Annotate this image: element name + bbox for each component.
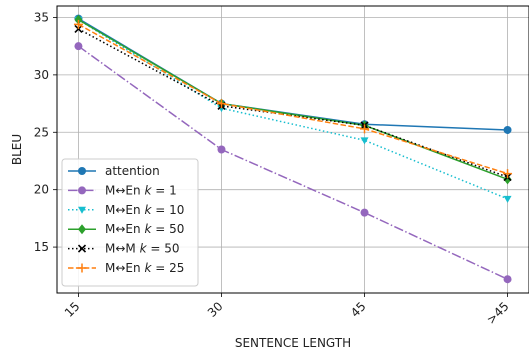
y-axis-label: BLEU — [10, 134, 24, 165]
legend-label-part: k — [144, 222, 152, 236]
legend-label-part: k — [144, 183, 152, 197]
plot-frame — [56, 5, 529, 294]
legend-label-part: ↔ — [115, 203, 125, 217]
legend-label-part: ↔ — [115, 183, 125, 197]
legend-label-part: = 50 — [151, 222, 184, 236]
legend-label-part: k — [144, 203, 152, 217]
data-point — [503, 275, 512, 284]
series-M↔En k = 25 — [73, 19, 513, 179]
data-point — [217, 145, 226, 154]
legend-label-part: k — [144, 261, 152, 275]
y-tick-label: 30 — [34, 68, 49, 82]
y-tick-label: 20 — [34, 183, 49, 197]
legend-label-part: En — [125, 261, 144, 275]
legend-label-part: ↔ — [115, 261, 125, 275]
legend-label: attention — [105, 164, 160, 178]
series-line — [78, 28, 508, 178]
data-point — [503, 169, 513, 179]
legend-label: M↔En k = 1 — [105, 183, 177, 197]
series-M↔En k = 1 — [74, 42, 512, 284]
legend-label-part: M — [125, 242, 139, 256]
data-point — [74, 42, 83, 51]
data-point — [360, 208, 369, 217]
series-line — [78, 23, 508, 175]
legend-label-part: En — [125, 222, 144, 236]
data-point — [77, 244, 87, 253]
legend-label-part: ↔ — [115, 242, 125, 256]
legend-label-part: M — [105, 203, 115, 217]
legend-label-part: k — [140, 242, 148, 256]
data-point — [78, 186, 86, 195]
data-point — [216, 99, 226, 109]
data-point — [78, 167, 86, 175]
legend-label-part: En — [125, 203, 144, 217]
legend-label-part: M — [105, 242, 115, 256]
legend-label-part: = 1 — [151, 183, 176, 197]
legend-label-part: En — [125, 183, 144, 197]
series-layer — [73, 14, 513, 284]
data-point — [78, 206, 86, 214]
legend-label-part: ↔ — [115, 222, 125, 236]
data-point — [74, 24, 83, 34]
legend-label-part: M — [105, 222, 115, 236]
y-tick-label: 25 — [34, 125, 49, 139]
legend-label-part: = 10 — [151, 203, 184, 217]
legend-label: M↔En k = 10 — [105, 203, 184, 217]
legend-label-part: M — [105, 261, 115, 275]
x-axis-label: SENTENCE LENGTH — [235, 336, 351, 350]
series-line — [78, 45, 508, 280]
data-point — [360, 137, 369, 145]
data-point — [503, 125, 512, 134]
legend-label-part: attention — [105, 164, 160, 178]
data-point — [77, 263, 87, 273]
legend-label: M↔En k = 50 — [105, 222, 184, 236]
data-point — [360, 124, 370, 134]
data-point — [74, 14, 83, 25]
y-tick-label: 15 — [34, 240, 49, 254]
legend-label-part: = 25 — [151, 261, 184, 275]
data-point — [503, 195, 512, 203]
legend-label: M↔M k = 50 — [105, 242, 180, 256]
legend-label-part: M — [105, 183, 115, 197]
legend-label: M↔En k = 25 — [105, 261, 184, 275]
data-point — [73, 19, 83, 29]
data-point — [78, 224, 86, 235]
legend-label-part: = 50 — [147, 242, 180, 256]
y-tick-label: 35 — [34, 10, 49, 24]
series-line — [78, 19, 508, 181]
